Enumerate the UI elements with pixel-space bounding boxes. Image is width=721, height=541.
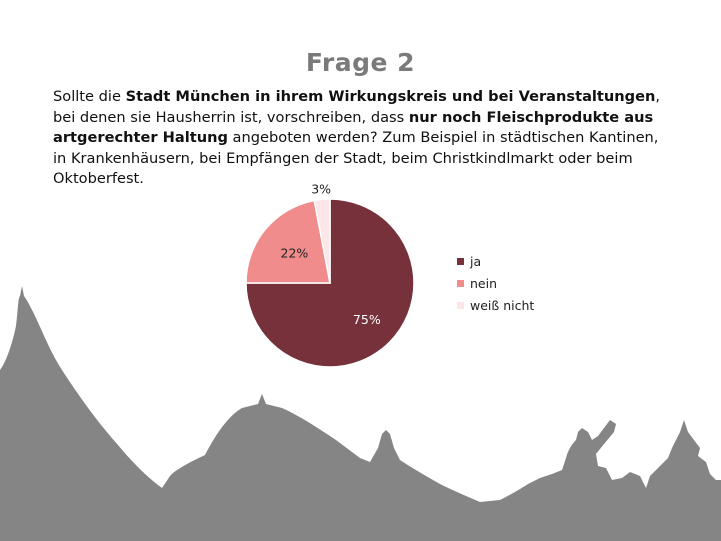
legend-swatch [457, 301, 464, 309]
legend-item: weiß nicht [457, 294, 534, 316]
question-text: Sollte die Stadt München in ihrem Wirkun… [53, 87, 673, 190]
pie-slice-nein [245, 199, 331, 284]
legend-swatch [457, 279, 464, 287]
pie-label: 3% [311, 181, 331, 196]
legend-label: ja [470, 253, 482, 269]
pie-slice-ja [245, 198, 415, 368]
pie-slice-weiß-nicht [313, 198, 331, 284]
chart-legend: ja nein weiß nicht [457, 250, 534, 316]
legend-label: nein [470, 275, 498, 291]
question-segment: , bei denen sie Hausherrin ist, vorschre… [53, 88, 661, 126]
legend-swatch [457, 257, 464, 265]
pie-label: 75% [353, 312, 381, 327]
question-segment: Sollte die [53, 88, 126, 105]
question-segment: angeboten werden? Zum Beispiel in städti… [53, 129, 659, 187]
question-segment: nur noch Fleischprodukte aus artgerechte… [53, 108, 654, 147]
pie-label: 22% [281, 246, 309, 261]
legend-item: ja [457, 250, 534, 272]
question-segment: Stadt München in ihrem Wirkungskreis und… [125, 88, 656, 105]
slide-title: Frage 2 [305, 48, 416, 77]
legend-label: weiß nicht [470, 297, 535, 313]
legend-item: nein [457, 272, 534, 294]
